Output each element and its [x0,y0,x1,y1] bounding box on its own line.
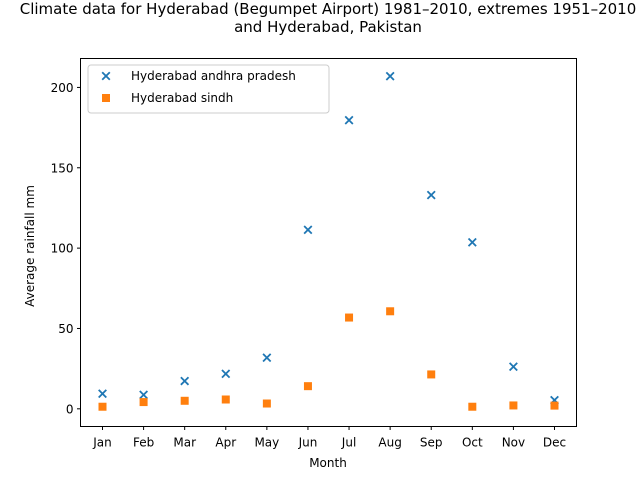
legend: Hyderabad andhra pradesh Hyderabad sindh [87,64,330,114]
point-hyderabad-sindh-may [262,399,271,408]
point-hyderabad-sindh-feb [139,398,148,407]
y-tick-label-200: 200 [51,81,74,95]
plot-area-frame [80,58,577,427]
legend-marker-hyderabad-sindh [102,94,110,102]
y-axis-ticks: 0 50 100 150 200 [51,81,81,416]
point-hyderabad-andhra-pradesh-aug [385,71,395,81]
x-tick-label-aug: Aug [378,436,401,450]
x-tick-label-dec: Dec [543,436,566,450]
point-hyderabad-andhra-pradesh-may [262,353,272,363]
legend-symbol-hyderabad-andhra-pradesh-stroke-b [101,71,111,81]
point-hyderabad-andhra-pradesh-nov [508,362,518,372]
point-hyderabad-sindh-sep [427,370,436,379]
point-hyderabad-andhra-pradesh-sep-stroke-b [426,190,436,200]
point-hyderabad-sindh-jan [98,402,107,411]
point-hyderabad-sindh-jun [303,382,312,391]
y-tick-label-100: 100 [51,242,74,256]
legend-symbol-hyderabad-sindh [102,94,110,102]
legend-marker-hyderabad-andhra-pradesh [101,71,111,81]
legend-symbol-hyderabad-andhra-pradesh [101,71,111,81]
x-tick-label-apr: Apr [215,436,236,450]
x-tick-label-nov: Nov [502,436,525,450]
x-tick-label-mar: Mar [173,436,196,450]
legend-box [87,64,330,114]
point-hyderabad-andhra-pradesh-apr [221,369,231,379]
point-hyderabad-andhra-pradesh-jul-stroke-b [344,115,354,125]
point-hyderabad-andhra-pradesh-oct-stroke-b [467,237,477,247]
point-hyderabad-andhra-pradesh-nov-stroke-b [508,362,518,372]
x-tick-label-jan: Jan [92,436,112,450]
point-hyderabad-sindh-nov [509,401,518,410]
x-axis-ticks: Jan Feb Mar Apr May Jun Jul Aug Sep Oct Nov Dec [92,426,566,450]
y-tick-label-50: 50 [58,322,73,336]
point-hyderabad-andhra-pradesh-aug-stroke-b [385,71,395,81]
point-hyderabad-andhra-pradesh-mar [180,376,190,386]
point-hyderabad-sindh-oct [468,402,477,411]
point-hyderabad-andhra-pradesh-feb [139,390,149,400]
y-tick-label-0: 0 [66,402,74,416]
point-hyderabad-andhra-pradesh-feb-stroke-b [139,390,149,400]
point-hyderabad-andhra-pradesh-jun [303,225,313,235]
point-hyderabad-andhra-pradesh-mar-stroke-b [180,376,190,386]
point-hyderabad-andhra-pradesh-sep [426,190,436,200]
point-hyderabad-andhra-pradesh-jul [344,115,354,125]
x-axis-label: Month [309,456,347,470]
chart-title-line-2: and Hyderabad, Pakistan [234,18,422,36]
x-tick-label-may: May [254,436,279,450]
chart-title-line-1: Climate data for Hyderabad (Begumpet Air… [20,0,637,18]
x-tick-label-sep: Sep [420,436,443,450]
x-tick-label-oct: Oct [462,436,483,450]
point-hyderabad-sindh-aug [386,307,395,316]
point-hyderabad-sindh-jul [345,313,354,322]
point-hyderabad-andhra-pradesh-oct [467,237,477,247]
x-tick-label-jul: Jul [341,436,356,450]
point-hyderabad-andhra-pradesh-may-stroke-b [262,353,272,363]
data-markers [98,71,559,411]
legend-label-hyderabad-andhra-pradesh: Hyderabad andhra pradesh [131,69,296,83]
point-hyderabad-sindh-apr [221,395,230,404]
point-hyderabad-sindh-mar [180,396,189,405]
x-tick-label-jun: Jun [298,436,318,450]
point-hyderabad-andhra-pradesh-apr-stroke-b [221,369,231,379]
y-axis-label: Average rainfall mm [23,185,37,307]
legend-label-hyderabad-sindh: Hyderabad sindh [131,91,233,105]
point-hyderabad-andhra-pradesh-jan-stroke-b [98,389,107,399]
point-hyderabad-sindh-dec [550,401,559,410]
y-tick-label-150: 150 [51,161,74,175]
x-tick-label-feb: Feb [133,436,154,450]
point-hyderabad-andhra-pradesh-jun-stroke-b [303,225,313,235]
point-hyderabad-andhra-pradesh-jan [98,389,107,399]
